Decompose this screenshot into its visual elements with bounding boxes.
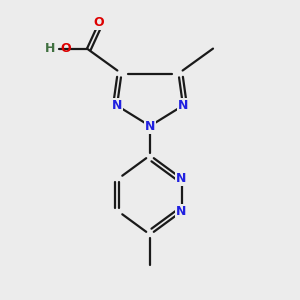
Text: N: N bbox=[176, 172, 187, 185]
Text: O: O bbox=[60, 42, 70, 55]
Text: H: H bbox=[45, 42, 56, 55]
Text: N: N bbox=[178, 99, 188, 112]
Text: N: N bbox=[112, 99, 122, 112]
Text: N: N bbox=[176, 205, 187, 218]
Text: O: O bbox=[94, 16, 104, 29]
Text: N: N bbox=[145, 119, 155, 133]
